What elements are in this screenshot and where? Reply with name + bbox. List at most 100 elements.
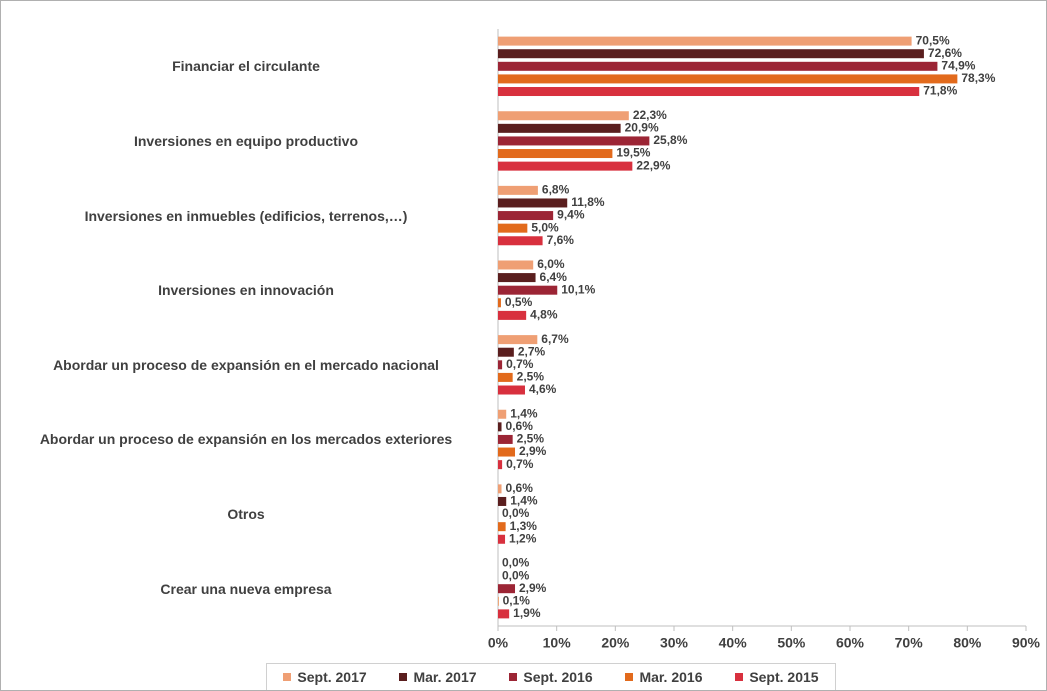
x-tick-label: 60% bbox=[836, 635, 865, 651]
category-label: Abordar un proceso de expansión en el me… bbox=[53, 356, 439, 373]
bar bbox=[498, 87, 920, 97]
value-label: 4,8% bbox=[530, 308, 558, 322]
bar bbox=[498, 236, 543, 246]
value-label: 1,3% bbox=[510, 519, 538, 533]
bar bbox=[498, 534, 506, 544]
legend-swatch bbox=[399, 673, 408, 681]
bar bbox=[498, 285, 558, 295]
x-tick-label: 20% bbox=[601, 635, 630, 651]
value-label: 0,1% bbox=[503, 593, 531, 607]
bar bbox=[498, 447, 516, 457]
value-label: 9,4% bbox=[557, 208, 585, 222]
bar bbox=[498, 422, 502, 432]
value-label: 0,6% bbox=[506, 481, 534, 495]
legend-item: Mar. 2016 bbox=[625, 669, 703, 685]
bar bbox=[498, 123, 621, 133]
value-label: 1,2% bbox=[509, 531, 537, 545]
category-label: Otros bbox=[227, 506, 265, 523]
x-tick-label: 30% bbox=[660, 635, 689, 651]
bar bbox=[498, 596, 499, 606]
legend-label: Sept. 2017 bbox=[297, 669, 367, 685]
x-tick-label: 80% bbox=[953, 635, 982, 651]
value-label: 0,5% bbox=[505, 295, 533, 309]
category-label: Abordar un proceso de expansión en los m… bbox=[39, 431, 453, 448]
legend-swatch bbox=[283, 673, 292, 681]
bar bbox=[498, 584, 516, 594]
bar bbox=[498, 460, 503, 470]
x-tick-label: 0% bbox=[488, 635, 509, 651]
value-label: 5,0% bbox=[531, 220, 559, 234]
category-label: Inversiones en inmuebles (edificios, ter… bbox=[84, 207, 408, 224]
legend-swatch bbox=[625, 673, 634, 681]
legend-label: Mar. 2016 bbox=[639, 669, 703, 685]
legend-swatch bbox=[735, 673, 744, 681]
value-label: 0,6% bbox=[506, 419, 534, 433]
bar bbox=[498, 310, 527, 320]
bar bbox=[498, 522, 506, 532]
bar bbox=[498, 260, 534, 270]
value-label: 6,7% bbox=[541, 332, 569, 346]
bar bbox=[498, 161, 633, 171]
value-label: 6,0% bbox=[537, 257, 565, 271]
value-label: 2,9% bbox=[519, 581, 547, 595]
bar bbox=[498, 372, 513, 382]
bar bbox=[498, 149, 613, 159]
value-label: 1,4% bbox=[510, 406, 538, 420]
value-label: 71,8% bbox=[923, 84, 957, 98]
bar bbox=[498, 409, 507, 419]
bar bbox=[498, 49, 924, 59]
bar bbox=[498, 484, 502, 494]
value-label: 11,8% bbox=[571, 195, 605, 209]
legend-label: Sept. 2015 bbox=[749, 669, 819, 685]
bar bbox=[498, 198, 568, 208]
legend-item: Sept. 2016 bbox=[509, 669, 593, 685]
value-label: 2,7% bbox=[518, 344, 546, 358]
bar bbox=[498, 36, 912, 46]
bar bbox=[498, 74, 958, 84]
bar bbox=[498, 61, 938, 71]
legend-swatch bbox=[509, 673, 518, 681]
legend-item: Sept. 2015 bbox=[735, 669, 819, 685]
value-label: 0,0% bbox=[502, 568, 530, 582]
bar bbox=[498, 609, 510, 619]
bar bbox=[498, 136, 650, 146]
x-tick-label: 10% bbox=[543, 635, 572, 651]
value-label: 0,7% bbox=[506, 457, 534, 471]
bar bbox=[498, 111, 629, 121]
category-label: Financiar el circulante bbox=[172, 58, 320, 75]
legend: Sept. 2017 Mar. 2017 Sept. 2016 Mar. 2016 Se… bbox=[266, 663, 836, 690]
bar bbox=[498, 360, 503, 370]
value-label: 10,1% bbox=[561, 282, 595, 296]
value-label: 0,0% bbox=[502, 506, 530, 520]
value-label: 1,9% bbox=[513, 606, 541, 620]
bar bbox=[498, 223, 528, 233]
bar bbox=[498, 185, 538, 195]
category-label: Inversiones en equipo productivo bbox=[133, 132, 359, 149]
value-label: 78,3% bbox=[961, 71, 995, 85]
category-label: Inversiones en innovación bbox=[158, 282, 334, 299]
category-label: Crear una nueva empresa bbox=[160, 580, 332, 597]
legend-label: Sept. 2016 bbox=[523, 669, 593, 685]
value-label: 0,0% bbox=[502, 556, 530, 570]
value-label: 6,8% bbox=[542, 183, 570, 197]
value-label: 7,6% bbox=[547, 233, 575, 247]
bar bbox=[498, 298, 501, 308]
value-label: 2,5% bbox=[517, 432, 545, 446]
value-label: 74,9% bbox=[941, 58, 975, 72]
x-tick-label: 50% bbox=[777, 635, 806, 651]
value-label: 20,9% bbox=[625, 121, 659, 135]
bar bbox=[498, 496, 507, 506]
value-label: 2,5% bbox=[517, 370, 545, 384]
bar bbox=[498, 385, 525, 395]
legend-item: Mar. 2017 bbox=[399, 669, 477, 685]
value-label: 72,6% bbox=[928, 46, 962, 60]
x-tick-label: 40% bbox=[719, 635, 748, 651]
value-label: 6,4% bbox=[540, 270, 568, 284]
legend-item: Sept. 2017 bbox=[283, 669, 367, 685]
bar bbox=[498, 347, 514, 357]
value-label: 22,9% bbox=[636, 158, 670, 172]
bar bbox=[498, 335, 538, 345]
x-tick-label: 90% bbox=[1012, 635, 1041, 651]
